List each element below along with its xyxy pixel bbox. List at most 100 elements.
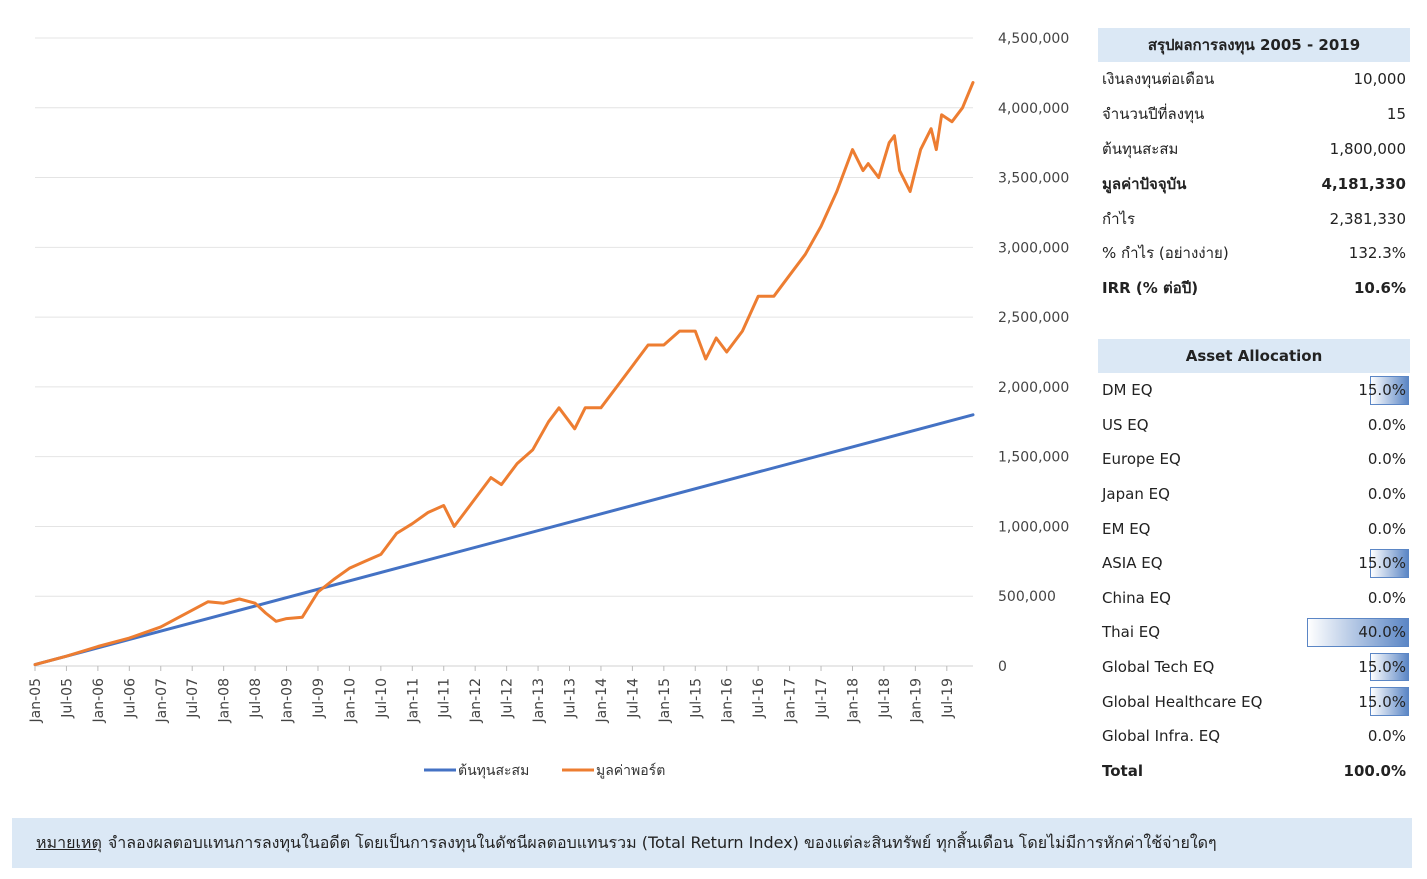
allocation-label: Global Healthcare EQ [1102, 692, 1263, 711]
x-tick-label: Jan-14 [594, 678, 610, 724]
x-axis-labels: Jan-05 Jul-05 Jan-06 Jul-06 Jan-07 Jul-07 Jan-… [28, 666, 956, 723]
x-tick-label: Jul-15 [688, 678, 704, 719]
y-axis-labels: 0 500,000 1,000,000 1,500,000 2,000,000 2,500… [998, 31, 1069, 675]
y-tick-label: 0 [998, 659, 1007, 675]
x-tick-label: Jul-14 [625, 678, 641, 719]
allocation-value: 15.0% [1358, 692, 1406, 711]
x-tick-label: Jan-12 [468, 678, 484, 723]
footnote: หมายเหตุ จำลองผลตอบแทนการลงทุนในอดีต โดย… [12, 818, 1412, 868]
allocation-label: China EQ [1102, 588, 1171, 607]
allocation-row: Thai EQ 40.0% [1098, 615, 1410, 650]
summary-row: มูลค่าปัจจุบัน 4,181,330 [1098, 166, 1410, 201]
summary-value: 2,381,330 [1329, 209, 1406, 228]
allocation-row: Europe EQ 0.0% [1098, 442, 1410, 477]
x-tick-label: Jan-10 [342, 678, 358, 723]
y-tick-label: 3,000,000 [998, 240, 1069, 256]
summary-value: 1,800,000 [1329, 139, 1406, 158]
summary-row: IRR (% ต่อปี) 10.6% [1098, 271, 1410, 306]
x-tick-label: Jul-08 [248, 678, 264, 719]
footnote-label: หมายเหตุ [36, 832, 102, 852]
x-tick-label: Jul-06 [122, 678, 138, 719]
summary-value: 15 [1386, 105, 1406, 124]
x-tick-label: Jan-17 [783, 678, 799, 723]
summary-row: เงินลงทุนต่อเดือน 10,000 [1098, 62, 1410, 97]
allocation-weight-bar [1307, 618, 1409, 647]
x-tick-label: Jul-11 [437, 678, 453, 719]
chart-gridlines [35, 37, 973, 667]
x-tick-label: Jul-10 [374, 678, 390, 719]
x-tick-label: Jan-05 [28, 678, 44, 723]
x-tick-label: Jan-13 [531, 678, 547, 723]
allocation-value: 15.0% [1358, 658, 1406, 677]
allocation-weight-bar [1369, 652, 1409, 682]
allocation-weight-bar [1369, 687, 1409, 716]
summary-row: ต้นทุนสะสม 1,800,000 [1098, 132, 1410, 167]
x-tick-label: Jul-19 [940, 678, 956, 719]
allocation-title: Asset Allocation [1098, 339, 1410, 373]
x-tick-label: Jul-12 [500, 678, 516, 719]
summary-value: 132.3% [1348, 244, 1406, 263]
summary-label: กำไร [1102, 209, 1136, 228]
legend-label-portfolio: มูลค่าพอร์ต [596, 762, 665, 779]
chart-legend: ต้นทุนสะสม มูลค่าพอร์ต [424, 762, 665, 779]
allocation-total-row: Total 100.0% [1098, 754, 1410, 789]
x-tick-label: Jan-11 [405, 678, 421, 723]
allocation-row: DM EQ 15.0% [1098, 373, 1410, 408]
allocation-value: 15.0% [1358, 381, 1406, 400]
x-tick-label: Jan-16 [720, 678, 736, 724]
allocation-label: Thai EQ [1102, 623, 1161, 642]
allocation-value: 0.0% [1367, 415, 1406, 434]
y-tick-label: 2,000,000 [998, 380, 1069, 396]
allocation-row: Global Tech EQ 15.0% [1098, 650, 1410, 685]
allocation-label: Global Tech EQ [1102, 658, 1215, 677]
summary-label: จำนวนปีที่ลงทุน [1102, 105, 1205, 124]
x-tick-label: Jan-09 [280, 678, 296, 723]
allocation-label: DM EQ [1102, 381, 1153, 400]
x-tick-label: Jul-16 [751, 678, 767, 719]
allocation-row: China EQ 0.0% [1098, 581, 1410, 616]
summary-row: จำนวนปีที่ลงทุน 15 [1098, 97, 1410, 132]
y-tick-label: 500,000 [998, 589, 1056, 605]
summary-row: % กำไร (อย่างง่าย) 132.3% [1098, 236, 1410, 271]
allocation-value: 40.0% [1358, 623, 1406, 642]
summary-value: 10,000 [1353, 70, 1407, 89]
x-tick-label: Jul-05 [59, 678, 75, 719]
allocation-row: US EQ 0.0% [1098, 408, 1410, 443]
series-line-portfolio [33, 81, 975, 667]
allocation-weight-bar [1369, 548, 1409, 578]
series-line-cost [33, 413, 975, 667]
summary-label: ต้นทุนสะสม [1102, 139, 1179, 158]
allocation-row: Japan EQ 0.0% [1098, 477, 1410, 512]
summary-label: เงินลงทุนต่อเดือน [1102, 70, 1215, 89]
x-tick-label: Jan-19 [908, 678, 924, 723]
allocation-total-label: Total [1102, 761, 1143, 780]
x-tick-label: Jul-07 [185, 678, 201, 719]
x-tick-label: Jul-13 [563, 678, 579, 719]
chart-series [33, 81, 975, 667]
summary-value: 4,181,330 [1321, 174, 1406, 193]
x-tick-label: Jan-06 [91, 678, 107, 724]
allocation-label: US EQ [1102, 415, 1149, 434]
allocation-value: 0.0% [1367, 588, 1406, 607]
allocation-label: Europe EQ [1102, 450, 1181, 469]
allocation-value: 0.0% [1367, 485, 1406, 504]
summary-value: 10.6% [1353, 279, 1406, 298]
asset-allocation-table: Asset Allocation DM EQ 15.0% US EQ 0.0% Euro… [1098, 339, 1410, 788]
allocation-weight-bar [1369, 376, 1409, 405]
allocation-label: ASIA EQ [1102, 554, 1163, 573]
y-tick-label: 4,000,000 [998, 101, 1069, 117]
allocation-row: EM EQ 0.0% [1098, 511, 1410, 546]
summary-label: IRR (% ต่อปี) [1102, 279, 1199, 298]
allocation-label: Global Infra. EQ [1102, 727, 1221, 746]
allocation-row: Global Healthcare EQ 15.0% [1098, 684, 1410, 719]
legend-label-cost: ต้นทุนสะสม [458, 763, 529, 779]
x-tick-label: Jan-08 [217, 678, 233, 723]
x-tick-label: Jan-15 [657, 678, 673, 723]
allocation-label: EM EQ [1102, 519, 1151, 538]
x-tick-label: Jan-18 [845, 678, 861, 723]
x-tick-label: Jul-18 [877, 678, 893, 719]
allocation-total-value: 100.0% [1343, 761, 1406, 780]
allocation-label: Japan EQ [1102, 485, 1170, 504]
investment-summary-table: สรุปผลการลงทุน 2005 - 2019 เงินลงทุนต่อเ… [1098, 28, 1410, 306]
x-tick-label: Jul-09 [311, 678, 327, 719]
